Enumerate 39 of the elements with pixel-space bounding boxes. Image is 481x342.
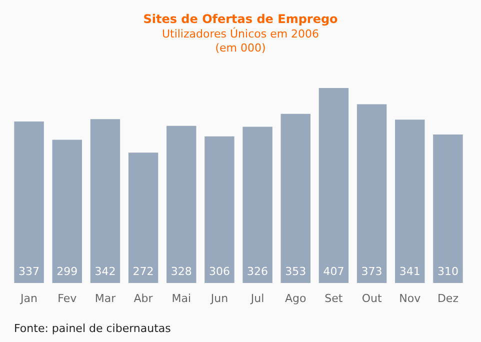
bar: [433, 134, 463, 283]
bar: [52, 140, 82, 283]
x-tick-label: Mar: [94, 292, 116, 305]
chart-title: Sites de Ofertas de Emprego: [143, 12, 338, 26]
source-note: Fonte: painel de cibernautas: [14, 322, 172, 335]
data-label: 328: [170, 265, 192, 278]
data-label: 326: [247, 265, 268, 278]
x-tick-label: Mai: [172, 292, 192, 305]
data-label: 299: [56, 265, 78, 278]
data-label: 373: [361, 265, 382, 278]
bar: [356, 104, 387, 283]
bar: [166, 126, 196, 283]
x-tick-label: Fev: [58, 292, 78, 305]
x-tick-label: Nov: [399, 292, 422, 305]
x-tick-label: Jul: [250, 292, 264, 305]
bar: [90, 119, 120, 283]
x-tick-label: Set: [324, 292, 344, 305]
x-tick-label: Out: [362, 292, 382, 305]
bar: [318, 88, 349, 283]
x-tick-label: Abr: [134, 292, 154, 305]
bar: [204, 136, 234, 283]
x-tick-label: Ago: [285, 292, 307, 305]
x-tick-label: Jan: [20, 292, 38, 305]
x-tick-label: Jun: [210, 292, 228, 305]
data-label: 353: [285, 265, 306, 278]
data-label: 407: [323, 265, 344, 278]
data-label: 341: [399, 265, 420, 278]
bar: [14, 122, 44, 283]
data-label: 337: [18, 265, 40, 278]
data-label: 272: [132, 265, 154, 278]
bar: [280, 114, 310, 283]
data-label: 310: [437, 265, 458, 278]
data-label: 342: [94, 265, 116, 278]
bar: [395, 120, 425, 283]
chart-subtitle: Utilizadores Únicos em 2006 (em 000): [162, 26, 320, 54]
bar: [128, 152, 158, 283]
data-label: 306: [208, 265, 230, 278]
x-tick-label: Dez: [437, 292, 459, 305]
bar: [242, 126, 272, 283]
